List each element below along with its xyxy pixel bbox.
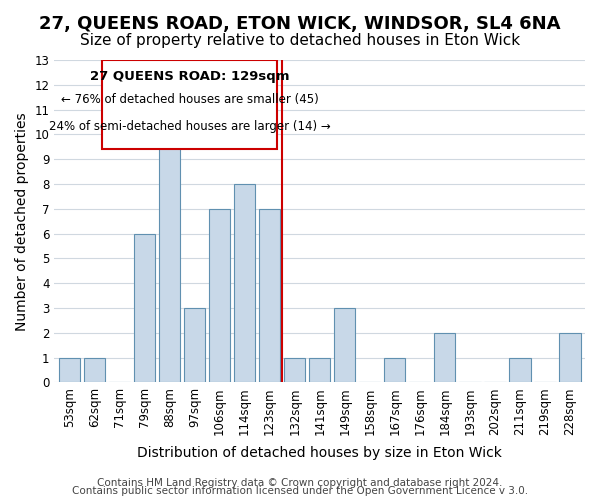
Text: Contains HM Land Registry data © Crown copyright and database right 2024.: Contains HM Land Registry data © Crown c… <box>97 478 503 488</box>
Bar <box>59 358 80 382</box>
Text: 27, QUEENS ROAD, ETON WICK, WINDSOR, SL4 6NA: 27, QUEENS ROAD, ETON WICK, WINDSOR, SL4… <box>39 15 561 33</box>
X-axis label: Distribution of detached houses by size in Eton Wick: Distribution of detached houses by size … <box>137 446 502 460</box>
Bar <box>559 333 581 382</box>
Bar <box>309 358 331 382</box>
Bar <box>509 358 530 382</box>
Text: ← 76% of detached houses are smaller (45): ← 76% of detached houses are smaller (45… <box>61 93 319 106</box>
Bar <box>84 358 105 382</box>
Bar <box>209 209 230 382</box>
Bar <box>184 308 205 382</box>
Text: 27 QUEENS ROAD: 129sqm: 27 QUEENS ROAD: 129sqm <box>90 70 289 82</box>
Bar <box>334 308 355 382</box>
Text: Size of property relative to detached houses in Eton Wick: Size of property relative to detached ho… <box>80 32 520 48</box>
Bar <box>234 184 255 382</box>
Bar <box>134 234 155 382</box>
FancyBboxPatch shape <box>102 60 277 150</box>
Text: 24% of semi-detached houses are larger (14) →: 24% of semi-detached houses are larger (… <box>49 120 331 134</box>
Bar <box>259 209 280 382</box>
Bar <box>159 110 180 382</box>
Y-axis label: Number of detached properties: Number of detached properties <box>15 112 29 330</box>
Bar <box>434 333 455 382</box>
Bar <box>284 358 305 382</box>
Bar <box>384 358 406 382</box>
Text: Contains public sector information licensed under the Open Government Licence v : Contains public sector information licen… <box>72 486 528 496</box>
